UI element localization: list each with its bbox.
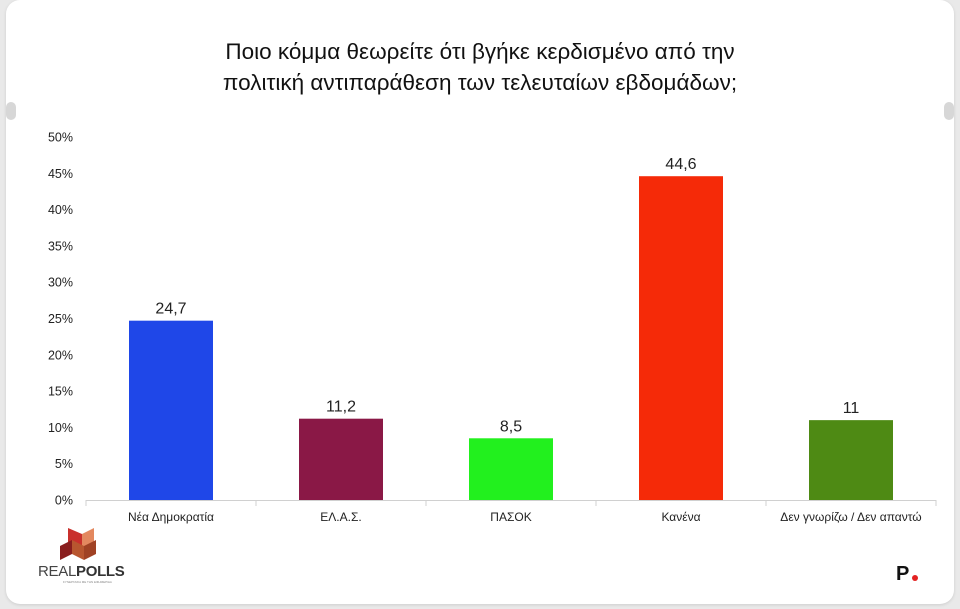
x-tick-label: ΠΑΣΟΚ — [490, 510, 531, 524]
y-tick-label: 30% — [48, 276, 73, 290]
y-tick-label: 5% — [55, 457, 73, 471]
bar-value-label: 8,5 — [500, 418, 522, 435]
chart-card — [6, 0, 954, 604]
chart-title: Ποιο κόμμα θεωρείτε ότι βγήκε κερδισμένο… — [222, 39, 738, 95]
y-tick-label: 25% — [48, 312, 73, 326]
publisher-logo: P — [896, 563, 910, 585]
x-tick-label: Κανένα — [661, 510, 700, 524]
bar — [469, 438, 553, 500]
bar-value-label: 44,6 — [665, 156, 696, 173]
left-edge-handle — [6, 102, 16, 120]
y-tick-label: 0% — [55, 494, 73, 508]
right-edge-handle — [944, 102, 954, 120]
x-tick-label: ΕΛ.Α.Σ. — [320, 510, 361, 524]
x-tick-label: Δεν γνωρίζω / Δεν απαντώ — [780, 510, 921, 524]
logo-tagline: ΣΥΝΕΡΓΑΣΙΑ ΜΕ ΤΗΝ ΕΦΗΜΕΡΙΔΑ — [63, 580, 112, 584]
y-tick-label: 15% — [48, 385, 73, 399]
realpolls-logo-text: REALPOLLS — [38, 563, 125, 580]
bar — [639, 176, 723, 501]
bar — [809, 420, 893, 500]
x-tick-label: Νέα Δημοκρατία — [128, 510, 214, 524]
y-tick-label: 20% — [48, 348, 73, 362]
bar-value-label: 11 — [843, 400, 860, 417]
publisher-logo-dot — [912, 575, 918, 581]
bar-value-label: 24,7 — [155, 301, 186, 318]
logo-text-bold: POLLS — [76, 563, 125, 580]
bar-value-label: 11,2 — [326, 399, 356, 416]
realpolls-logo-icon — [60, 528, 96, 560]
y-tick-label: 40% — [48, 203, 73, 217]
bar — [129, 320, 213, 500]
y-tick-label: 10% — [48, 421, 73, 435]
logo-text-regular: REAL — [38, 563, 76, 580]
y-tick-label: 45% — [48, 167, 73, 181]
y-tick-label: 50% — [48, 131, 73, 145]
y-tick-label: 35% — [48, 239, 73, 253]
bar — [299, 418, 383, 500]
